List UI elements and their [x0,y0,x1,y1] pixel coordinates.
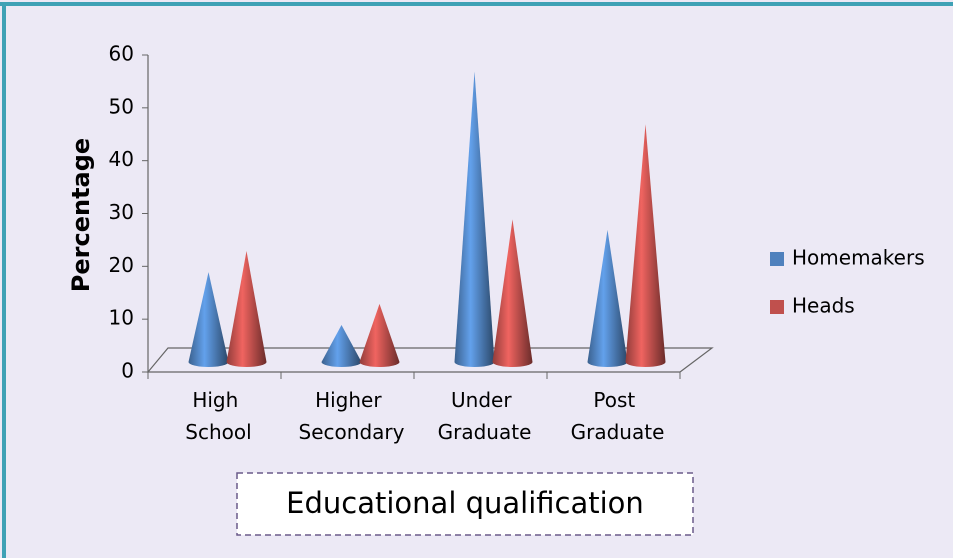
cone [492,219,533,367]
legend-label: Homemakers [792,246,925,270]
cone [188,272,229,367]
x-tick-label: Post Graduate [571,388,665,444]
y-tick-label: 40 [109,147,134,171]
y-tick-label: 10 [109,306,134,330]
x-tick-label: High School [185,388,251,444]
cone [587,229,628,367]
x-axis-label-box [236,472,694,536]
x-tick-label: Higher Secondary [299,388,405,444]
x-tick-label: Under Graduate [438,388,532,444]
cone [226,251,267,367]
y-tick-label: 0 [121,359,134,383]
cone [625,124,666,367]
cone [359,303,400,367]
cone [321,325,362,367]
legend-swatch [770,300,784,314]
y-tick-label: 30 [109,200,134,224]
legend-label: Heads [792,294,855,318]
y-tick-label: 20 [109,253,134,277]
legend-swatch [770,252,784,266]
y-tick-label: 60 [109,42,134,66]
floor [146,347,714,373]
y-tick-label: 50 [109,94,134,118]
x-axis-label: Educational qualification [286,486,644,520]
cone [454,71,495,368]
y-axis-label: Percentage [67,138,95,292]
